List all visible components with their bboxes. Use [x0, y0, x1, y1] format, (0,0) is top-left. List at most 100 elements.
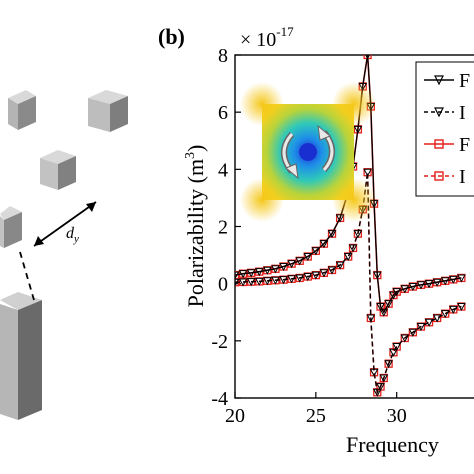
data-point-triangle: [343, 253, 353, 262]
data-point-triangle: [246, 278, 256, 287]
data-point-triangle: [327, 230, 337, 239]
data-point-triangle: [392, 288, 402, 297]
y-tick-label: 8: [218, 45, 228, 67]
data-point-triangle: [369, 368, 379, 377]
panel-label: (b): [158, 24, 185, 49]
data-point-triangle: [263, 277, 272, 286]
inset-field-map: [240, 82, 376, 222]
data-point-triangle: [400, 285, 410, 294]
cube-large: [0, 292, 42, 420]
data-point-triangle: [432, 278, 442, 287]
circulation-arrow-right-icon: [317, 124, 335, 172]
data-point-triangle: [353, 230, 363, 239]
legend-label: F: [459, 70, 470, 92]
data-point-triangle: [254, 277, 264, 286]
zoom-dashed-line: [19, 251, 35, 301]
data-point-triangle: [457, 303, 466, 312]
y-tick-label: 2: [218, 217, 228, 239]
data-point-triangle: [389, 348, 398, 357]
x-axis-label: Frequency: [346, 432, 439, 457]
data-point-triangle: [254, 268, 264, 277]
data-point-triangle: [379, 308, 389, 317]
x-tick-label: 25: [306, 405, 326, 427]
cube-array-panel: dy: [0, 90, 128, 420]
data-point-triangle: [448, 305, 458, 314]
data-point-triangle: [440, 277, 450, 286]
data-point-triangle: [311, 247, 321, 256]
legend-box: [415, 61, 474, 197]
y-tick-label: 4: [218, 159, 228, 181]
data-point-triangle: [238, 270, 248, 279]
data-point-triangle: [348, 244, 358, 253]
data-point-triangle: [303, 253, 313, 262]
x-axis-ticks: 20 25 30: [225, 392, 407, 427]
data-point-triangle: [372, 388, 382, 397]
legend-label: I: [459, 166, 466, 188]
data-point-triangle: [448, 275, 458, 284]
data-point-triangle: [424, 280, 434, 289]
data-point-triangle: [457, 274, 466, 283]
data-point-triangle: [235, 278, 240, 287]
data-point-triangle: [319, 240, 329, 249]
data-point-triangle: [319, 269, 329, 278]
data-point-triangle: [235, 271, 240, 280]
y-tick-label: -4: [211, 388, 228, 410]
data-point-triangle: [327, 266, 337, 275]
data-point-triangle: [335, 261, 345, 270]
data-point-triangle: [416, 323, 426, 332]
data-point-triangle: [287, 260, 296, 269]
y-axis-label: Polarizability (m3): [183, 145, 208, 308]
legend-marker-triangle: [434, 107, 444, 118]
data-point-triangle: [287, 275, 296, 284]
data-point-triangle: [238, 278, 248, 287]
data-point-triangle: [279, 263, 288, 272]
spacing-arrow: [33, 201, 97, 247]
x-tick-label: 30: [387, 405, 407, 427]
data-point-triangle: [363, 168, 372, 177]
data-point-triangle: [384, 360, 393, 369]
legend-marker-square: [434, 139, 444, 149]
data-point-triangle: [389, 291, 398, 300]
data-point-triangle: [271, 265, 280, 274]
data-point-triangle: [263, 266, 272, 275]
cube-2: [88, 90, 128, 132]
data-point-triangle: [408, 328, 418, 337]
data-point-triangle: [392, 343, 402, 352]
y-tick-label: -2: [211, 331, 228, 353]
data-point-triangle: [271, 276, 280, 285]
legend-label: F: [459, 134, 470, 156]
spacing-arrowhead-end: [86, 202, 96, 212]
cube-3: [40, 150, 76, 190]
data-point-triangle: [376, 383, 385, 392]
circulation-arrow-left-icon: [281, 132, 299, 180]
spacing-arrowhead-start: [34, 236, 44, 246]
y-axis-exponent: × 10-17: [240, 24, 294, 51]
legend-label: I: [459, 102, 466, 124]
data-point-triangle: [353, 125, 363, 134]
legend-marker-square: [434, 171, 444, 181]
spacing-label: dy: [66, 225, 79, 245]
data-point-triangle: [384, 300, 393, 309]
data-point-triangle: [416, 281, 426, 290]
data-point-triangle: [400, 334, 410, 343]
x-tick-label: 20: [225, 405, 245, 427]
data-point-triangle: [376, 303, 385, 312]
cube-4: [0, 206, 22, 248]
data-point-triangle: [279, 276, 288, 285]
data-point-triangle: [379, 374, 389, 383]
data-point-triangle: [372, 271, 382, 280]
data-point-triangle: [295, 257, 305, 266]
cube-1: [8, 90, 36, 130]
data-point-triangle: [366, 314, 376, 323]
y-tick-label: 6: [218, 102, 228, 124]
data-point-triangle: [408, 283, 418, 292]
y-axis-ticks: -4 -2 0 2 4 6 8: [211, 45, 241, 410]
data-point-triangle: [440, 310, 450, 319]
data-point-triangle: [311, 271, 321, 280]
data-point-triangle: [424, 318, 434, 327]
data-point-triangle: [246, 269, 256, 278]
data-point-triangle: [365, 55, 371, 60]
y-tick-label: 0: [218, 274, 228, 296]
